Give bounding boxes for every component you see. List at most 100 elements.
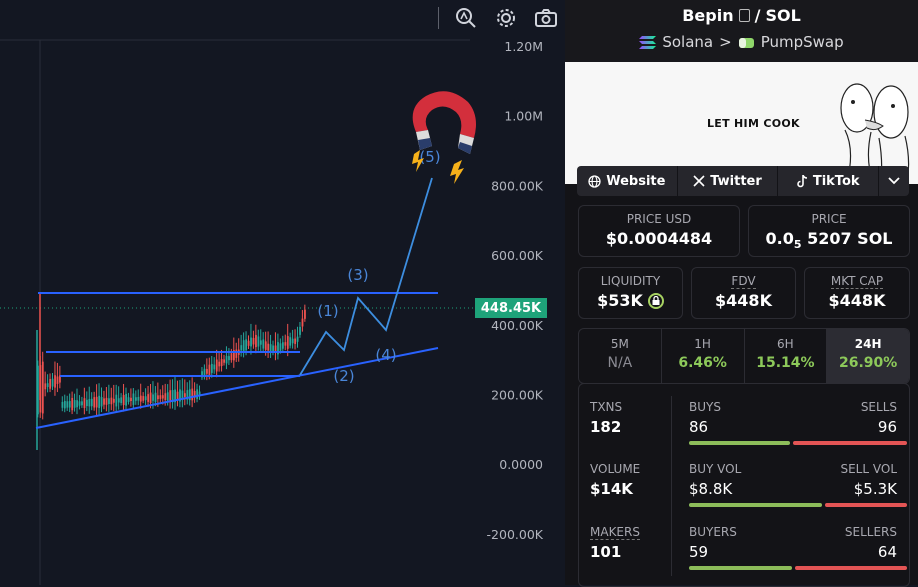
candle-body — [193, 390, 196, 398]
meme-figures-illustration — [840, 83, 910, 183]
candle-body — [112, 398, 115, 403]
tiktok-icon — [797, 174, 807, 187]
sellers-value: 64 — [877, 543, 897, 561]
candle-body — [154, 392, 157, 403]
candle-body — [267, 343, 270, 351]
magnet-icon — [412, 91, 476, 184]
pumpswap-icon — [738, 37, 754, 48]
stats-divider — [671, 396, 672, 576]
crosshair-zoom-icon[interactable] — [453, 5, 479, 31]
wave-label: (2) — [333, 367, 354, 385]
candle-body — [245, 339, 248, 351]
candle-body — [127, 397, 130, 402]
tab-24h[interactable]: 24H 26.90% — [827, 329, 909, 383]
candle-body — [188, 389, 191, 401]
candle-body — [269, 344, 272, 353]
candle-body — [255, 334, 257, 348]
chart-canvas[interactable]: 1.20M 1.00M 800.00K 600.00K 400.00K 200.00K 0.… — [0, 0, 565, 585]
candle-body — [286, 336, 289, 349]
candle-body — [264, 341, 267, 350]
candle-body — [179, 389, 181, 402]
buyers-label: BUYERS — [689, 525, 737, 539]
candle-body — [63, 400, 66, 409]
y-axis-tick-label: 400.00K — [491, 318, 544, 333]
candle-body — [262, 339, 265, 349]
candle-body — [105, 397, 108, 405]
twitter-button[interactable]: Twitter — [678, 166, 779, 196]
candle-body — [95, 396, 98, 408]
price-usd-label: PRICE USD — [626, 212, 692, 226]
fdv-label: FDV — [731, 274, 756, 289]
buys-ratio-bar — [689, 441, 790, 445]
candle-body — [115, 394, 118, 407]
quote-symbol: SOL — [765, 6, 801, 25]
candle-body — [176, 391, 179, 400]
sellers-label: SELLERS — [844, 525, 897, 539]
candle-body — [44, 383, 47, 390]
price-native-value: 0.05 5207 SOL — [749, 229, 909, 251]
chart-toolbar — [438, 4, 559, 32]
ascending-trendline — [35, 347, 439, 429]
y-axis-tick-label: 800.00K — [491, 178, 544, 193]
token-symbol: Bepin — [682, 6, 734, 25]
candle-body — [86, 399, 88, 407]
candle-body — [289, 337, 292, 346]
candle-body — [218, 361, 221, 367]
candle-body — [98, 395, 101, 409]
gear-icon[interactable] — [493, 5, 519, 31]
candle-body — [198, 391, 201, 397]
copy-icon[interactable] — [738, 9, 750, 22]
candle-body — [73, 400, 76, 408]
price-native-card: PRICE 0.05 5207 SOL — [748, 205, 910, 257]
candle-body — [46, 383, 49, 387]
tab-5m[interactable]: 5M N/A — [579, 329, 662, 383]
candle-body — [37, 365, 39, 415]
buy-vol-value: $8.8K — [689, 480, 733, 498]
candle-body — [76, 400, 78, 408]
y-axis-tick-label: 0.0000 — [499, 457, 543, 472]
tab-1h-value: 6.46% — [678, 355, 727, 371]
liquidity-label: LIQUIDITY — [600, 274, 661, 288]
camera-icon[interactable] — [533, 5, 559, 31]
candle-body — [282, 342, 284, 349]
buys-label: BUYS — [689, 400, 721, 414]
elliott-wave-projection — [299, 177, 433, 376]
banner-caption: LET HIM COOK — [707, 117, 800, 130]
candle-body — [108, 398, 110, 404]
candle-body — [272, 345, 274, 353]
candle-body — [88, 399, 91, 407]
chain-link[interactable]: Solana — [662, 33, 714, 51]
price-usd-card: PRICE USD $0.0004484 — [578, 205, 740, 257]
wave-label: (1) — [317, 302, 338, 320]
tab-5m-label: 5M — [610, 337, 629, 351]
candle-body — [213, 364, 216, 370]
tab-6h-label: 6H — [777, 337, 794, 351]
candle-body — [159, 395, 162, 399]
price-chart[interactable]: 1.20M 1.00M 800.00K 600.00K 400.00K 200.00K 0.… — [0, 0, 565, 585]
more-links-button[interactable] — [879, 166, 909, 196]
price-usd-value: $0.0004484 — [605, 229, 713, 248]
tiktok-label: TikTok — [812, 173, 860, 189]
buyers-value: 59 — [689, 543, 709, 561]
candle-body — [233, 350, 235, 361]
sells-label: SELLS — [860, 400, 897, 414]
lock-icon[interactable] — [647, 292, 664, 309]
candle-body — [125, 393, 127, 406]
dex-link[interactable]: PumpSwap — [760, 33, 844, 51]
candle-body — [220, 359, 223, 367]
website-button[interactable]: Website — [577, 166, 678, 196]
buy-vol-ratio-bar — [689, 503, 822, 507]
y-axis-tick-label: 1.20M — [504, 39, 543, 54]
tiktok-button[interactable]: TikTok — [778, 166, 880, 196]
candle-body — [196, 389, 199, 399]
tab-1h[interactable]: 1H 6.46% — [662, 329, 745, 383]
pair-title: Bepin / SOL — [565, 6, 918, 25]
tab-6h-value: 15.14% — [756, 355, 815, 371]
tab-6h[interactable]: 6H 15.14% — [745, 329, 828, 383]
y-axis-tick-label: 600.00K — [491, 248, 544, 263]
candle-body — [59, 375, 61, 383]
candle-body — [186, 390, 189, 400]
timeframe-tabs: 5M N/A 1H 6.46% 6H 15.14% 24H 26.90% — [578, 328, 910, 384]
candle-body — [206, 368, 208, 374]
txns-value: 182 — [590, 418, 622, 436]
